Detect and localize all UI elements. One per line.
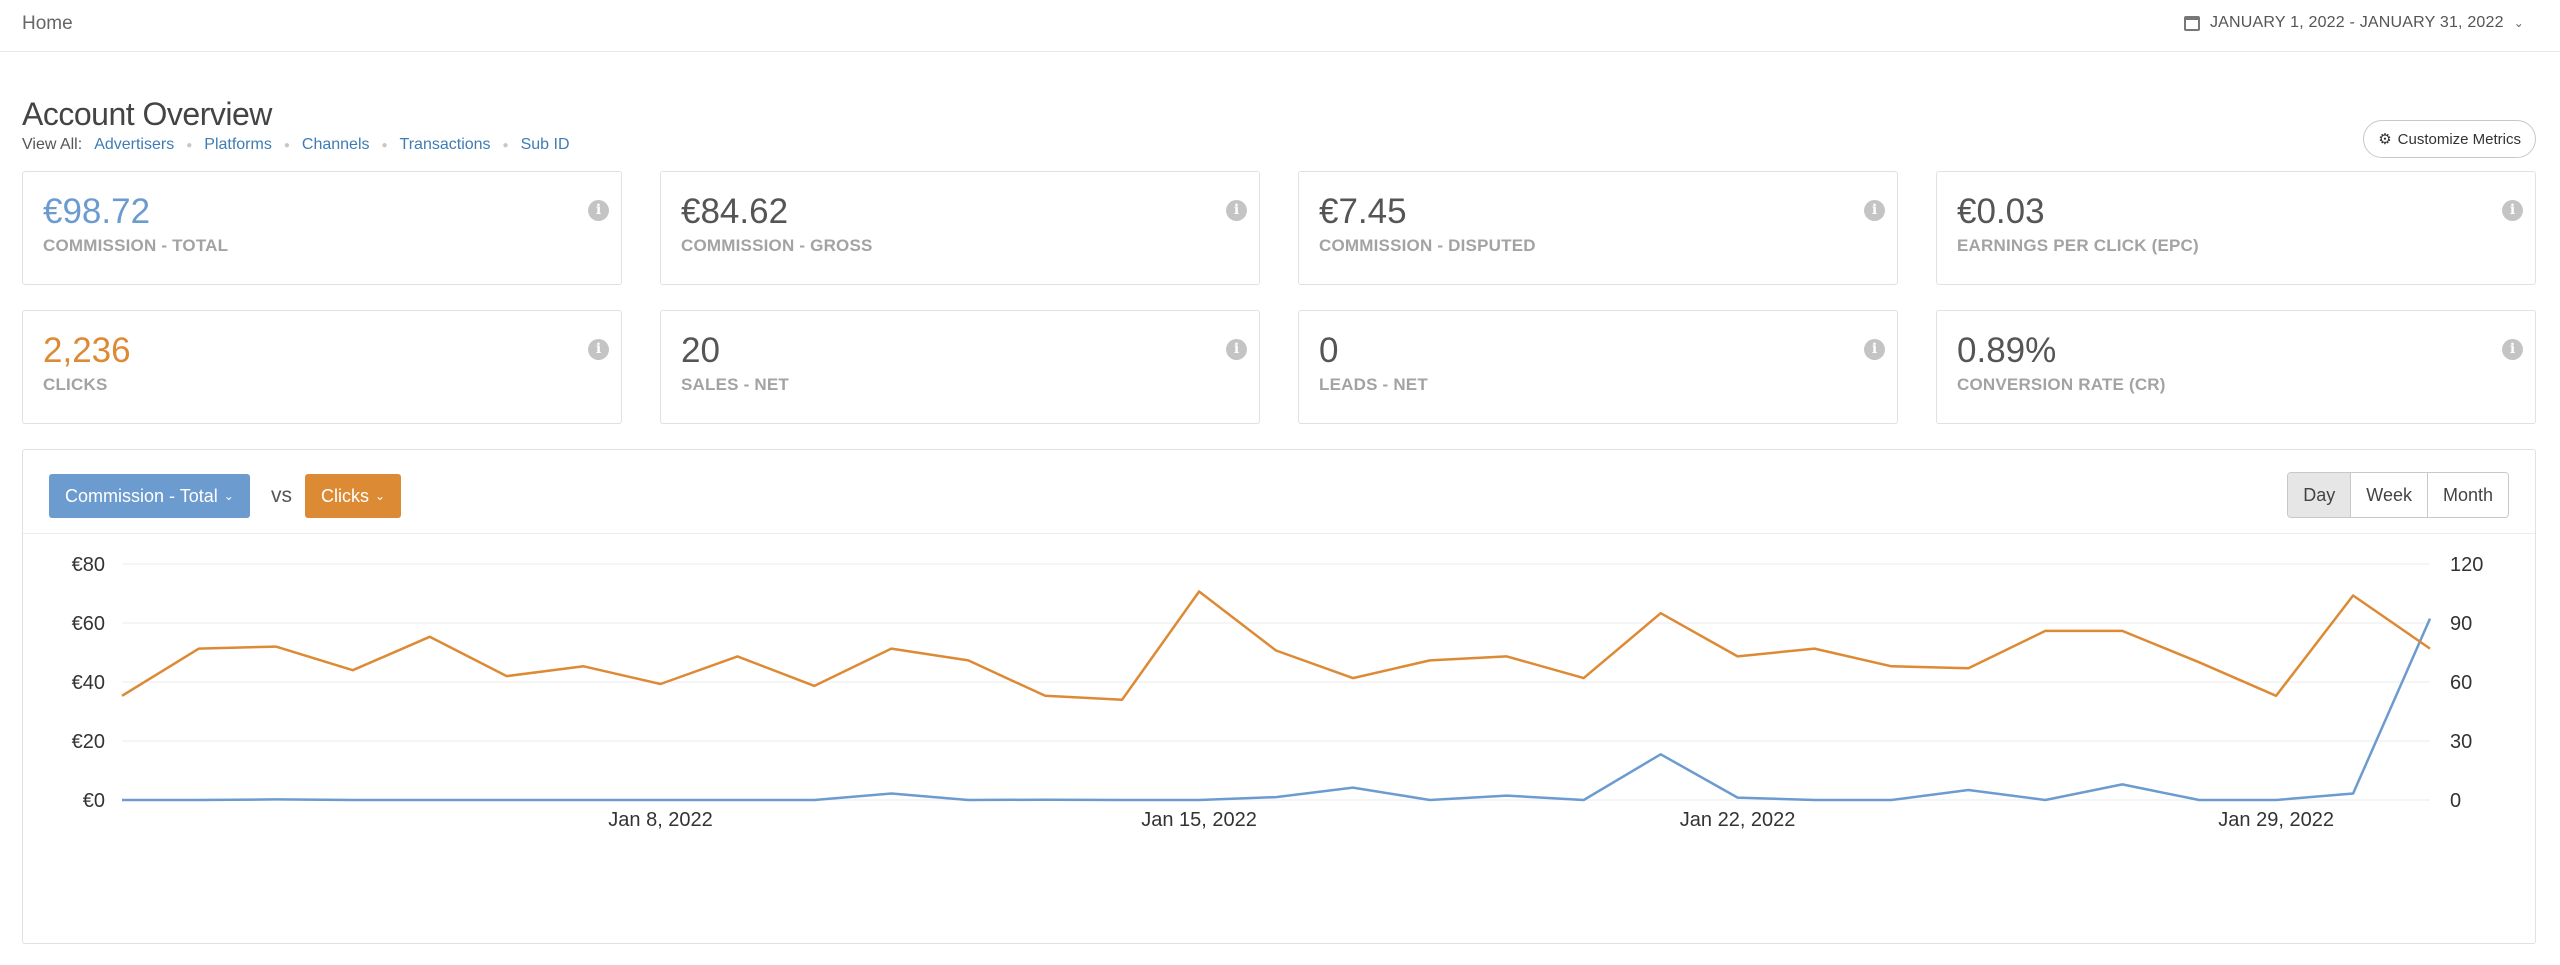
metric-card-sales-net: 20 SALES - NET i: [660, 310, 1260, 424]
y-right-tick-label: 0: [2450, 790, 2461, 812]
metric-value: 20: [681, 331, 720, 370]
y-right-tick-label: 120: [2450, 554, 2483, 576]
link-channels[interactable]: Channels: [301, 136, 370, 153]
metric-card-commission-disputed: €7.45 COMMISSION - DISPUTED i: [1298, 171, 1898, 285]
y-right-tick-label: 60: [2450, 672, 2472, 694]
info-icon[interactable]: i: [1226, 339, 1247, 360]
separator-dot: ●: [381, 139, 388, 151]
view-all-links: View All: Advertisers ● Platforms ● Chan…: [22, 136, 570, 154]
metric-a-dropdown[interactable]: Commission - Total ⌄: [49, 474, 250, 518]
metric-label: LEADS - NET: [1319, 375, 1428, 394]
x-tick-label: Jan 22, 2022: [1680, 809, 1796, 831]
view-all-label: View All:: [22, 136, 83, 153]
info-icon[interactable]: i: [588, 339, 609, 360]
breadcrumb-home[interactable]: Home: [22, 13, 73, 34]
metric-value: 0.89%: [1957, 331, 2057, 370]
separator-dot: ●: [502, 139, 509, 151]
info-icon[interactable]: i: [1864, 339, 1885, 360]
metric-card-conversion-rate: 0.89% CONVERSION RATE (CR) i: [1936, 310, 2536, 424]
period-month-button[interactable]: Month: [2426, 473, 2508, 517]
line-chart: €0 €20 €40 €60 €80 0 30 60 90 120 Jan 8, 2022 Jan 1…: [72, 554, 2484, 831]
period-toggle: Day Week Month: [2287, 472, 2509, 518]
period-week-button[interactable]: Week: [2350, 473, 2427, 517]
metric-label: COMMISSION - DISPUTED: [1319, 236, 1536, 255]
metric-label: CLICKS: [43, 375, 108, 394]
metric-card-leads-net: 0 LEADS - NET i: [1298, 310, 1898, 424]
page-title: Account Overview: [22, 96, 272, 132]
metric-card-commission-gross: €84.62 COMMISSION - GROSS i: [660, 171, 1260, 285]
metric-label: COMMISSION - GROSS: [681, 236, 873, 255]
chart-header: Commission - Total ⌄ vs Clicks ⌄ Day Wee…: [23, 450, 2535, 534]
gear-icon: ⚙: [2378, 131, 2392, 148]
link-advertisers[interactable]: Advertisers: [94, 136, 175, 153]
link-sub-id[interactable]: Sub ID: [520, 136, 570, 153]
customize-metrics-label: Customize Metrics: [2397, 130, 2521, 148]
y-right-tick-label: 30: [2450, 731, 2472, 753]
vs-label: vs: [271, 484, 292, 507]
metric-a-label: Commission - Total: [65, 485, 218, 506]
link-transactions[interactable]: Transactions: [399, 136, 491, 153]
link-platforms[interactable]: Platforms: [204, 136, 272, 153]
series-line-commission-total: [122, 618, 2432, 802]
metric-b-dropdown[interactable]: Clicks ⌄: [305, 474, 402, 518]
metric-value: €0.03: [1957, 192, 2045, 231]
metric-value: €7.45: [1319, 192, 1407, 231]
x-tick-label: Jan 29, 2022: [2218, 809, 2334, 831]
metric-value: 0: [1319, 331, 1339, 370]
metric-value: €98.72: [43, 192, 151, 231]
series-line-clicks: [121, 590, 2431, 701]
top-bar: Home JANUARY 1, 2022 - JANUARY 31, 2022 …: [0, 0, 2560, 52]
metric-card-clicks: 2,236 CLICKS i: [22, 310, 622, 424]
date-range-label: JANUARY 1, 2022 - JANUARY 31, 2022: [2209, 14, 2504, 31]
metric-label: SALES - NET: [681, 375, 789, 394]
chevron-down-icon: ⌄: [2513, 16, 2524, 30]
metric-label: CONVERSION RATE (CR): [1957, 375, 2166, 394]
info-icon[interactable]: i: [588, 200, 609, 221]
info-icon[interactable]: i: [2502, 339, 2523, 360]
x-tick-label: Jan 15, 2022: [1141, 809, 1257, 831]
info-icon[interactable]: i: [1226, 200, 1247, 221]
metric-value: €84.62: [681, 192, 789, 231]
chevron-down-icon: ⌄: [223, 489, 234, 503]
customize-metrics-button[interactable]: ⚙ Customize Metrics: [2363, 120, 2536, 158]
metric-card-epc: €0.03 EARNINGS PER CLICK (EPC) i: [1936, 171, 2536, 285]
separator-dot: ●: [283, 139, 290, 151]
metric-value: 2,236: [43, 331, 131, 370]
y-left-tick-label: €40: [72, 672, 105, 694]
info-icon[interactable]: i: [2502, 200, 2523, 221]
metric-card-commission-total: €98.72 COMMISSION - TOTAL i: [22, 171, 622, 285]
metric-label: COMMISSION - TOTAL: [43, 236, 229, 255]
chart-panel: Commission - Total ⌄ vs Clicks ⌄ Day Wee…: [22, 449, 2536, 944]
x-tick-label: Jan 8, 2022: [608, 809, 713, 831]
y-left-tick-label: €0: [83, 790, 105, 812]
y-left-tick-label: €20: [72, 731, 105, 753]
y-right-tick-label: 90: [2450, 613, 2472, 635]
separator-dot: ●: [186, 139, 193, 151]
calendar-icon: [2183, 15, 2200, 31]
y-left-tick-label: €60: [72, 613, 105, 635]
period-day-button[interactable]: Day: [2288, 473, 2351, 517]
metric-b-label: Clicks: [321, 485, 369, 506]
chevron-down-icon: ⌄: [375, 489, 386, 503]
y-left-tick-label: €80: [72, 554, 105, 576]
info-icon[interactable]: i: [1864, 200, 1885, 221]
metric-label: EARNINGS PER CLICK (EPC): [1957, 236, 2199, 255]
date-range-picker[interactable]: JANUARY 1, 2022 - JANUARY 31, 2022 ⌄: [2183, 14, 2524, 32]
